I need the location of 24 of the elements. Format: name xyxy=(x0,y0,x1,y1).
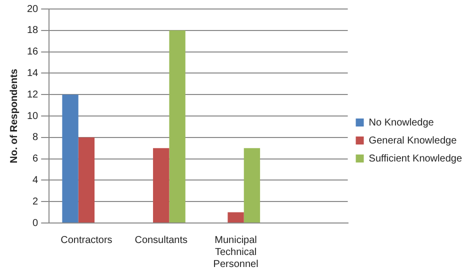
bar xyxy=(228,212,244,222)
y-tick-label: 18 xyxy=(27,25,39,36)
y-axis-title: No. of Respondents xyxy=(8,68,20,164)
y-tick-label: 14 xyxy=(27,68,39,79)
y-tick-label: 4 xyxy=(32,174,39,186)
y-tick-label: 12 xyxy=(27,89,39,100)
y-tick-label: 0 xyxy=(32,218,39,229)
bar xyxy=(62,94,78,222)
x-tick-label: Consultants xyxy=(134,234,188,246)
legend-label: No Knowledge xyxy=(368,117,434,128)
y-tick-label: 2 xyxy=(32,196,39,208)
legend-label: Sufficient Knowledge xyxy=(368,153,462,164)
bar xyxy=(78,137,95,222)
y-tick-label: 8 xyxy=(32,132,39,144)
y-tick-label: 10 xyxy=(27,110,39,122)
x-tick-label: Contractors xyxy=(60,234,112,246)
y-tick-label: 20 xyxy=(27,4,39,15)
bar xyxy=(244,148,260,222)
bar xyxy=(169,30,186,222)
legend-label: General Knowledge xyxy=(368,135,458,146)
bar xyxy=(153,148,170,222)
y-tick-label: 16 xyxy=(27,46,39,58)
y-tick-label: 6 xyxy=(32,154,39,165)
x-tick-label: Municipal Technical Personnel xyxy=(213,234,258,270)
